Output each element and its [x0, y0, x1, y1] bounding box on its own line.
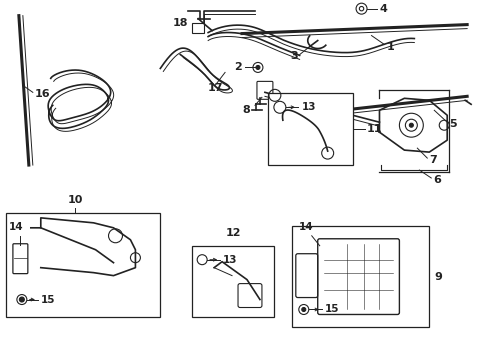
- Text: 10: 10: [67, 195, 83, 205]
- Text: 15: 15: [324, 305, 339, 315]
- Text: 8: 8: [242, 105, 249, 115]
- Text: 5: 5: [448, 119, 456, 129]
- Circle shape: [408, 123, 412, 127]
- Bar: [291, 226, 428, 328]
- Text: 2: 2: [234, 62, 242, 72]
- Text: 17: 17: [208, 84, 223, 93]
- Text: 13: 13: [301, 102, 316, 112]
- Text: 14: 14: [9, 222, 23, 232]
- Text: 7: 7: [428, 155, 436, 165]
- Circle shape: [20, 297, 24, 302]
- Text: 16: 16: [35, 89, 50, 99]
- Bar: [267, 93, 352, 165]
- Circle shape: [255, 66, 260, 69]
- Text: 11: 11: [366, 124, 381, 134]
- Bar: [6, 213, 160, 318]
- Text: 3: 3: [289, 51, 297, 62]
- Polygon shape: [379, 98, 447, 152]
- Text: 9: 9: [433, 272, 441, 282]
- Text: 6: 6: [432, 175, 440, 185]
- Text: 1: 1: [386, 41, 393, 51]
- Circle shape: [301, 307, 305, 311]
- Text: 14: 14: [298, 222, 312, 232]
- Bar: [192, 23, 203, 32]
- Bar: [192, 246, 273, 318]
- Text: 4: 4: [379, 4, 386, 14]
- Text: 12: 12: [225, 228, 240, 238]
- Text: 13: 13: [223, 255, 237, 265]
- Text: 15: 15: [41, 294, 55, 305]
- Text: 18: 18: [172, 18, 188, 28]
